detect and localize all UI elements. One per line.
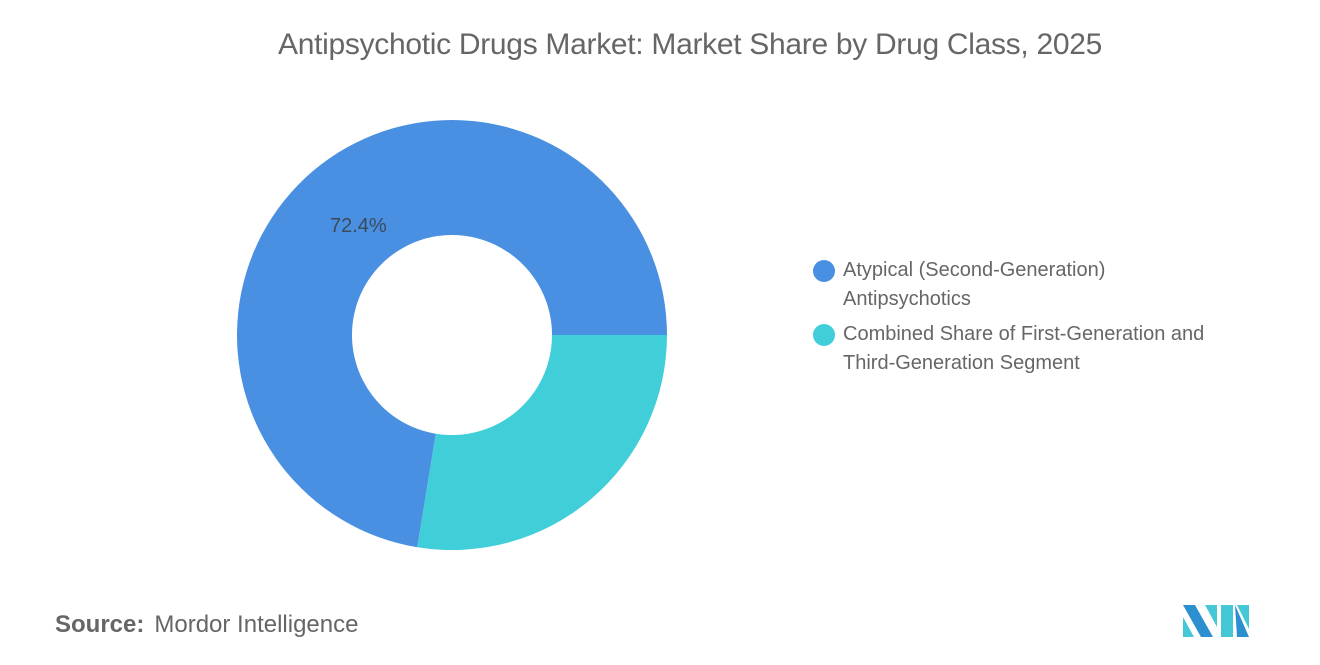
legend-label-line2: Antipsychotics: [843, 288, 971, 310]
mordor-intelligence-logo-icon: [1183, 605, 1249, 637]
legend-label-line1: Combined Share of First-Generation and: [843, 323, 1205, 345]
legend-item-atypical[interactable]: Atypical (Second-Generation) Antipsychot…: [813, 256, 1273, 314]
source-value: Mordor Intelligence: [154, 611, 359, 638]
slice-label-atypical: 72.4%: [330, 215, 387, 237]
source-label: Source:: [55, 611, 145, 638]
legend-item-first-third-generation[interactable]: Combined Share of First-Generation and T…: [813, 320, 1273, 378]
legend-swatch-icon: [813, 324, 835, 346]
chart-title: Antipsychotic Drugs Market: Market Share…: [277, 28, 1102, 61]
legend: Atypical (Second-Generation) Antipsychot…: [813, 256, 1273, 384]
legend-label-line2: Third-Generation Segment: [843, 352, 1080, 374]
legend-swatch-icon: [813, 260, 835, 282]
slice-atypical[interactable]: [237, 120, 667, 548]
slice-first-third-generation[interactable]: [417, 335, 668, 551]
legend-label-line1: Atypical (Second-Generation): [843, 259, 1106, 281]
source-note: Source: Mordor Intelligence: [55, 611, 358, 639]
